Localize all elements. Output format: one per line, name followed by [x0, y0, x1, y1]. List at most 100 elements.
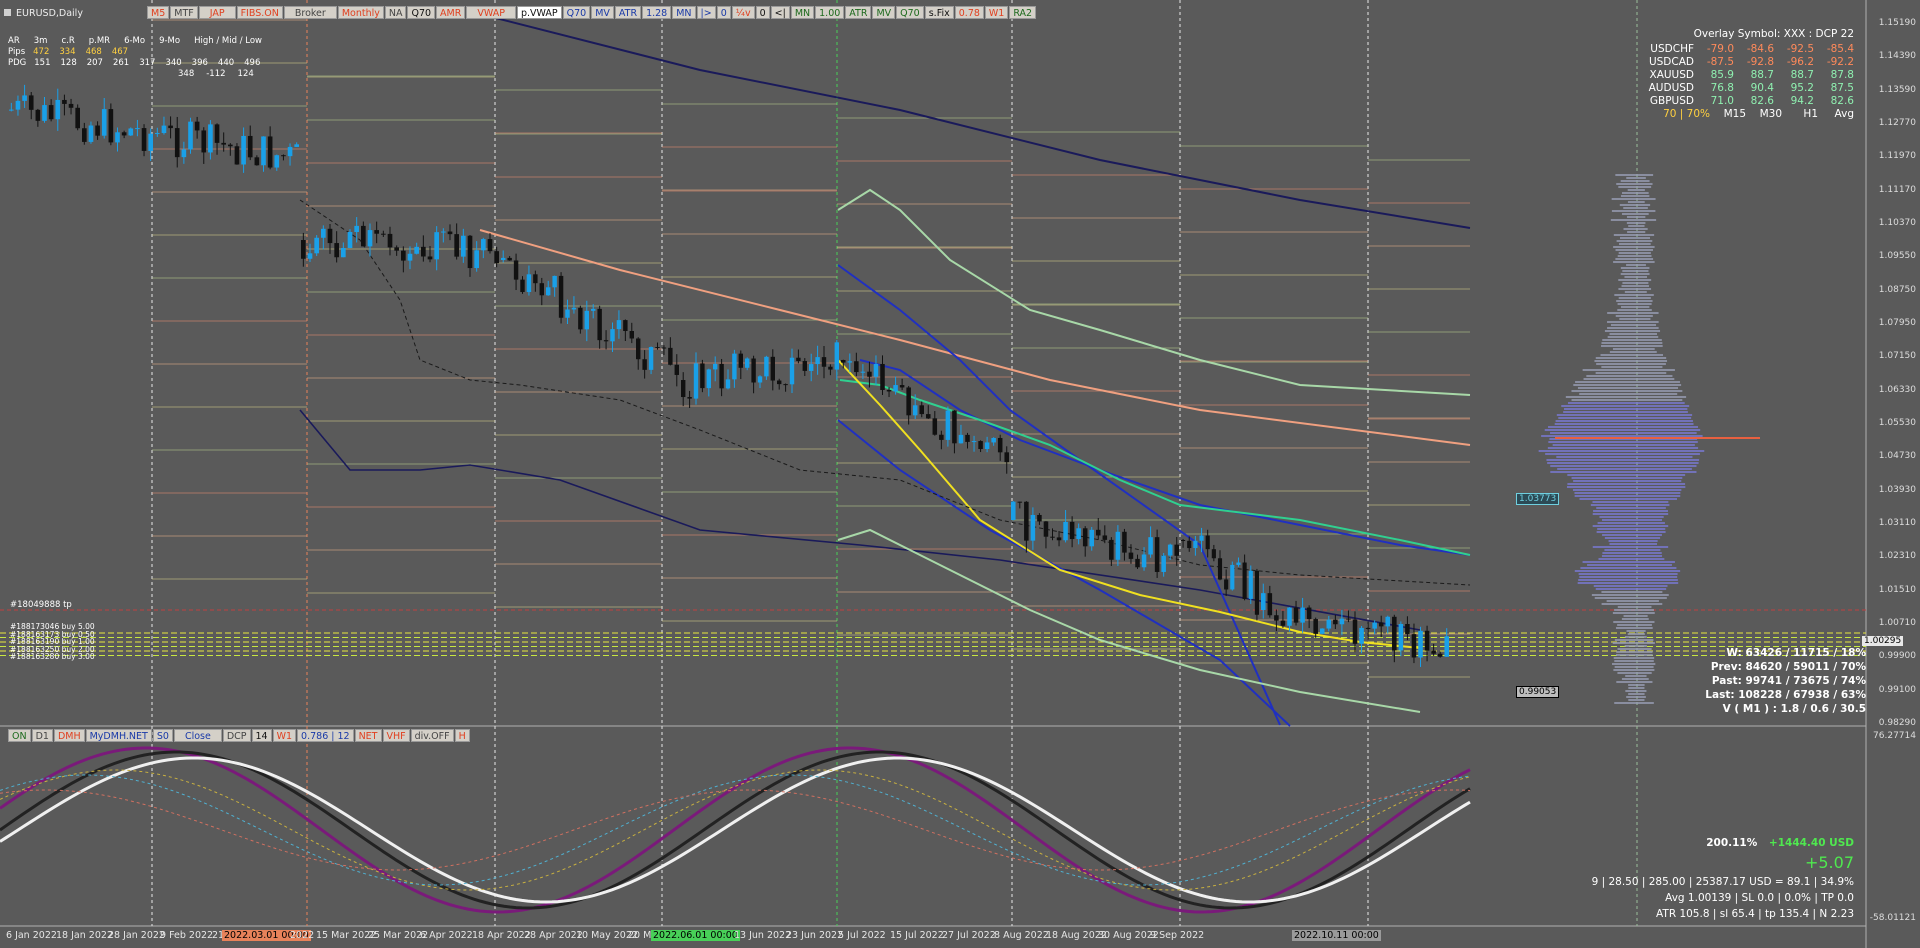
candle-body [168, 126, 173, 128]
toolbar-button-on[interactable]: ON [8, 729, 31, 742]
candle-body [578, 308, 582, 330]
tp-order-label[interactable]: #18049888 tp [10, 600, 72, 610]
overlay-value: 88.7 [1740, 69, 1774, 82]
toolbar-button-net[interactable]: NET [355, 729, 382, 742]
price-tick: 1.07150 [1879, 351, 1916, 361]
toolbar-button-atr[interactable]: ATR [845, 6, 871, 19]
toolbar-button-amr[interactable]: AMR [436, 6, 465, 19]
toolbar-button-fibs-on[interactable]: FIBS.ON [237, 6, 283, 19]
toolbar-button-p-vwap[interactable]: p.VWAP [517, 6, 562, 19]
candle-body [374, 230, 379, 234]
overlay-col-header: H1 [1788, 108, 1818, 121]
toolbar-button-close[interactable]: Close [174, 729, 222, 742]
symbol-title: EURUSD,Daily [16, 8, 83, 19]
toolbar-button-1-28[interactable]: 1.28 [642, 6, 671, 19]
toolbar-button--[interactable]: <| [771, 6, 790, 19]
candle-body [1405, 624, 1410, 634]
toolbar-button-w1[interactable]: W1 [273, 729, 296, 742]
candle-body [434, 232, 439, 259]
toolbar-button-d1[interactable]: D1 [32, 729, 53, 742]
toolbar-button-0[interactable]: 0 [756, 6, 770, 19]
toolbar-button-h[interactable]: H [455, 729, 470, 742]
candle-body [135, 128, 140, 129]
toolbar-button--[interactable]: |> [697, 6, 716, 19]
toolbar-button-1-00[interactable]: 1.00 [815, 6, 844, 19]
candle-body [939, 435, 944, 440]
toolbar-button-mv[interactable]: MV [872, 6, 895, 19]
candle-body [1161, 556, 1166, 572]
candle-body [1230, 565, 1234, 590]
overlay-symbol: XAUUSD [1650, 69, 1695, 82]
candle-body [572, 308, 576, 310]
candle-body [414, 247, 419, 254]
buy-order-line-label[interactable]: #188163280 buy 3.00 [10, 653, 95, 661]
toolbar-button-mn[interactable]: MN [791, 6, 814, 19]
candle-body [221, 143, 226, 145]
toolbar-button-w1[interactable]: W1 [985, 6, 1008, 19]
toolbar-button-0[interactable]: 0 [717, 6, 731, 19]
toolbar-button-vhf[interactable]: VHF [383, 729, 410, 742]
price-tick: 1.03930 [1879, 485, 1916, 495]
candle-body [1031, 515, 1036, 541]
candle-body [354, 226, 359, 232]
candle-body [1379, 623, 1384, 627]
overlay-value: -84.6 [1740, 43, 1774, 56]
toolbar-button-q70[interactable]: Q70 [563, 6, 591, 19]
marker-low-label[interactable]: 0.99053 [1516, 686, 1559, 698]
toolbar-button-atr[interactable]: ATR [615, 6, 641, 19]
candle-body [368, 230, 373, 246]
date-tick: 27 Jul 2022 [942, 930, 996, 941]
overlay-row: XAUUSD 85.9 88.7 88.7 87.8 [1649, 69, 1854, 82]
toolbar-button-na[interactable]: NA [385, 6, 407, 19]
toolbar-button-mydmh-net[interactable]: MyDMH.NET [86, 729, 152, 742]
overlay-value: 82.6 [1820, 95, 1854, 108]
candle-body [401, 251, 406, 261]
candle-body [1438, 654, 1443, 657]
candle-body [1218, 558, 1222, 579]
session-row-value: 496 [244, 58, 260, 68]
osc-axis-bottom: -58.01121 [1870, 913, 1916, 923]
toolbar-button-mn[interactable]: MN [672, 6, 695, 19]
toolbar-button-broker[interactable]: Broker [284, 6, 337, 19]
toolbar-button-s0[interactable]: S0 [153, 729, 173, 742]
candle-body [700, 363, 704, 388]
candle-body [681, 380, 685, 397]
toolbar-button-dcp[interactable]: DCP [223, 729, 251, 742]
candle-body [195, 122, 200, 131]
toolbar-button-q70[interactable]: Q70 [896, 6, 924, 19]
toolbar-button-14[interactable]: 14 [252, 729, 272, 742]
candle-body [777, 381, 781, 385]
candle-body [69, 104, 74, 108]
toolbar-button-dmh[interactable]: DMH [54, 729, 85, 742]
toolbar-button-0-78[interactable]: 0.78 [955, 6, 984, 19]
toolbar-button-mtf[interactable]: MTF [170, 6, 197, 19]
toolbar-button-s-fix[interactable]: s.Fix [925, 6, 954, 19]
session-row-label: PDG [8, 58, 26, 68]
account-delta: +5.07 [1805, 853, 1854, 872]
session-header-cell: 9-Mo [159, 36, 180, 46]
toolbar-button-vwap[interactable]: VWAP [466, 6, 516, 19]
marker-high-label[interactable]: 1.03773 [1516, 493, 1559, 505]
candle-body [751, 359, 755, 383]
candle-body [1142, 555, 1147, 568]
toolbar-button-0-786-12[interactable]: 0.786 | 12 [297, 729, 354, 742]
candle-body [1181, 540, 1185, 541]
overlay-col-header: M30 [1752, 108, 1782, 121]
candle-body [867, 372, 872, 377]
candle-body [835, 342, 839, 369]
overlay-symbol: AUDUSD [1649, 82, 1694, 95]
candle-body [1063, 522, 1068, 540]
toolbar-button-mv[interactable]: MV [591, 6, 614, 19]
candle-body [848, 361, 853, 362]
toolbar-button-div-off[interactable]: div.OFF [411, 729, 454, 742]
toolbar-button-q70[interactable]: Q70 [407, 6, 435, 19]
toolbar-button-ra2[interactable]: RA2 [1009, 6, 1036, 19]
toolbar-button-jap[interactable]: JAP [199, 6, 236, 19]
toolbar-button--v[interactable]: ¼v [732, 6, 755, 19]
toolbar-button-m5[interactable]: M5 [147, 6, 169, 19]
candle-body [348, 232, 353, 248]
toolbar-button-monthly[interactable]: Monthly [338, 6, 384, 19]
candle-body [1327, 620, 1332, 629]
date-tick: 6 Jan 2022 [6, 930, 57, 941]
